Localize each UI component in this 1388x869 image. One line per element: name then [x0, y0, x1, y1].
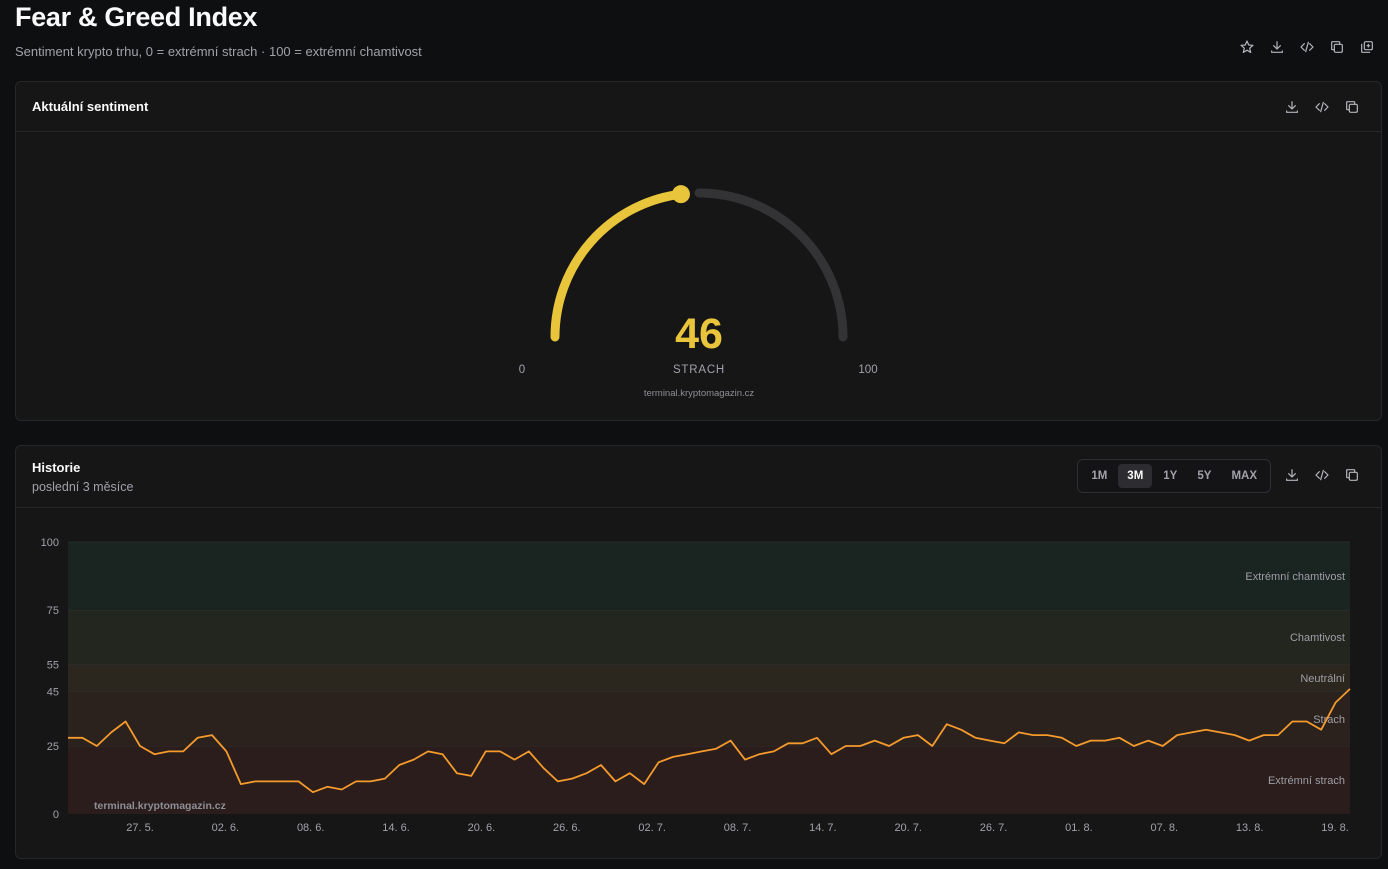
copy-button[interactable] — [1328, 38, 1346, 56]
zone-band — [68, 664, 1350, 692]
history-download-button[interactable] — [1283, 466, 1301, 484]
x-tick-label: 08. 6. — [297, 822, 325, 834]
x-tick-label: 14. 6. — [382, 822, 410, 834]
zone-band — [68, 691, 1350, 746]
zone-band — [68, 610, 1350, 665]
range-tab-max[interactable]: MAX — [1231, 470, 1257, 482]
history-card: Historie poslední 3 měsíce 1M 3M 1Y 5Y M… — [15, 445, 1382, 859]
zone-label: Extrémní strach — [1268, 775, 1345, 787]
history-card-header: Historie poslední 3 měsíce 1M 3M 1Y 5Y M… — [16, 446, 1381, 508]
page-subtitle: Sentiment krypto trhu, 0 = extrémní stra… — [15, 44, 422, 59]
y-tick-label: 100 — [41, 537, 59, 549]
code-icon — [1300, 41, 1314, 53]
gauge-value: 46 — [675, 310, 723, 358]
code-icon — [1315, 469, 1329, 481]
sentiment-gauge: 46 STRACH 0 100 terminal.kryptomagazin.c… — [519, 185, 878, 399]
range-tab-3m[interactable]: 3M — [1118, 464, 1153, 488]
page-title: Fear & Greed Index — [15, 2, 258, 32]
x-tick-label: 27. 5. — [126, 822, 154, 834]
x-tick-label: 01. 8. — [1065, 822, 1093, 834]
gauge-label: STRACH — [673, 364, 725, 376]
x-tick-label: 07. 8. — [1151, 822, 1179, 834]
history-copy-button[interactable] — [1343, 466, 1361, 484]
page-actions — [1238, 38, 1376, 56]
download-icon — [1286, 101, 1298, 113]
zone-band — [68, 542, 1350, 610]
download-icon — [1271, 41, 1283, 53]
x-tick-label: 19. 8. — [1321, 822, 1349, 834]
range-selector: 1M 3M 1Y 5Y MAX — [1077, 459, 1271, 493]
x-tick-label: 26. 7. — [980, 822, 1008, 834]
x-tick-label: 26. 6. — [553, 822, 581, 834]
y-tick-label: 25 — [47, 741, 59, 753]
history-card-subtitle: poslední 3 měsíce — [32, 480, 134, 494]
sentiment-card-title: Aktuální sentiment — [32, 99, 149, 114]
embed-code-button[interactable] — [1298, 38, 1316, 56]
zone-label: Strach — [1313, 714, 1345, 726]
y-tick-label: 55 — [47, 659, 59, 671]
zone-band — [68, 746, 1350, 814]
code-icon — [1315, 101, 1329, 113]
zone-label: Chamtivost — [1290, 632, 1345, 644]
sentiment-card-actions — [1283, 98, 1361, 116]
gauge-max-label: 100 — [858, 364, 877, 376]
y-tick-label: 75 — [47, 605, 59, 617]
x-tick-label: 20. 6. — [468, 822, 496, 834]
history-chart: Extrémní strach Strach Neutrální Chamtivost… — [41, 537, 1351, 834]
copy-icon — [1346, 101, 1358, 113]
gauge-track — [694, 188, 848, 342]
y-tick-label: 0 — [53, 809, 59, 821]
series-line — [68, 688, 1351, 794]
history-embed-button[interactable] — [1313, 466, 1331, 484]
sentiment-copy-button[interactable] — [1343, 98, 1361, 116]
x-tick-label: 14. 7. — [809, 822, 837, 834]
zone-label: Extrémní chamtivost — [1245, 571, 1345, 583]
copy-icon — [1331, 41, 1343, 53]
copy-all-button[interactable] — [1358, 38, 1376, 56]
x-tick-label: 08. 7. — [724, 822, 752, 834]
history-card-title: Historie — [32, 460, 81, 475]
download-icon — [1286, 469, 1298, 481]
gauge-min-label: 0 — [519, 364, 525, 376]
copy-multiple-icon — [1361, 41, 1373, 53]
x-tick-label: 02. 7. — [638, 822, 666, 834]
y-tick-label: 45 — [47, 687, 59, 699]
x-tick-label: 20. 7. — [894, 822, 922, 834]
range-tab-1m[interactable]: 1M — [1091, 470, 1108, 482]
chart-watermark: terminal.kryptomagazin.cz — [94, 800, 226, 812]
sentiment-download-button[interactable] — [1283, 98, 1301, 116]
sentiment-card: Aktuální sentiment 46 STRACH 0 100 termi… — [15, 81, 1382, 421]
gauge-fill — [550, 189, 686, 342]
favorite-button[interactable] — [1238, 38, 1256, 56]
history-card-actions — [1283, 466, 1361, 484]
copy-icon — [1346, 469, 1358, 481]
star-icon — [1240, 40, 1254, 54]
range-tab-1y[interactable]: 1Y — [1163, 470, 1178, 482]
sentiment-embed-button[interactable] — [1313, 98, 1331, 116]
gauge-indicator — [671, 185, 690, 204]
gauge-watermark: terminal.kryptomagazin.cz — [644, 388, 755, 399]
x-tick-label: 02. 6. — [212, 822, 240, 834]
zone-label: Neutrální — [1300, 673, 1345, 685]
sentiment-card-header: Aktuální sentiment — [16, 82, 1381, 132]
download-button[interactable] — [1268, 38, 1286, 56]
x-tick-label: 13. 8. — [1236, 822, 1264, 834]
range-tab-5y[interactable]: 5Y — [1197, 470, 1212, 482]
